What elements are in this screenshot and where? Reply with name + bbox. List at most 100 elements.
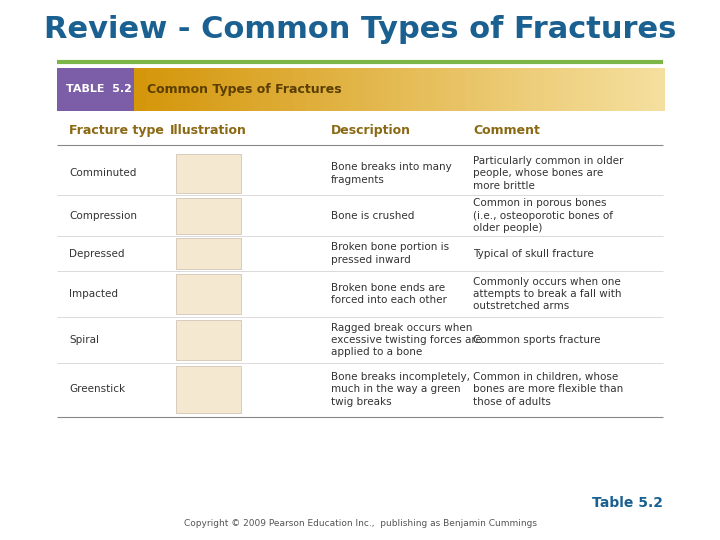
Text: Spiral: Spiral bbox=[69, 335, 99, 345]
Bar bbox=[405, 68, 413, 111]
Bar bbox=[426, 68, 433, 111]
Bar bbox=[287, 68, 294, 111]
Bar bbox=[557, 68, 565, 111]
Bar bbox=[564, 68, 572, 111]
Bar bbox=[176, 198, 240, 233]
Bar bbox=[544, 68, 552, 111]
Text: Bone breaks into many
fragments: Bone breaks into many fragments bbox=[331, 162, 451, 185]
Bar bbox=[57, 68, 134, 111]
Bar bbox=[346, 68, 354, 111]
Bar bbox=[524, 68, 532, 111]
Text: Comminuted: Comminuted bbox=[69, 168, 137, 178]
Bar bbox=[418, 68, 426, 111]
Bar bbox=[161, 68, 168, 111]
Bar bbox=[505, 68, 513, 111]
Bar bbox=[571, 68, 579, 111]
Bar bbox=[644, 68, 652, 111]
Text: Bone is crushed: Bone is crushed bbox=[331, 211, 414, 221]
Bar bbox=[187, 68, 195, 111]
Bar bbox=[498, 68, 506, 111]
Bar bbox=[176, 154, 240, 193]
Bar bbox=[459, 68, 467, 111]
Bar bbox=[478, 68, 486, 111]
Bar bbox=[372, 68, 380, 111]
Bar bbox=[392, 68, 400, 111]
Bar bbox=[485, 68, 492, 111]
Text: Common in porous bones
(i.e., osteoporotic bones of
older people): Common in porous bones (i.e., osteoporot… bbox=[473, 198, 613, 233]
Text: Copyright © 2009 Pearson Education Inc.,  publishing as Benjamin Cummings: Copyright © 2009 Pearson Education Inc.,… bbox=[184, 519, 536, 528]
Bar bbox=[233, 68, 241, 111]
Bar bbox=[279, 68, 287, 111]
Bar bbox=[438, 68, 446, 111]
Bar bbox=[531, 68, 539, 111]
Bar bbox=[240, 68, 248, 111]
Text: Common Types of Fractures: Common Types of Fractures bbox=[147, 83, 341, 96]
Bar bbox=[359, 68, 367, 111]
Bar bbox=[590, 68, 598, 111]
Text: Particularly common in older
people, whose bones are
more brittle: Particularly common in older people, who… bbox=[473, 156, 624, 191]
Text: Ragged break occurs when
excessive twisting forces are
applied to a bone: Ragged break occurs when excessive twist… bbox=[331, 322, 482, 357]
Bar bbox=[306, 68, 314, 111]
Text: Compression: Compression bbox=[69, 211, 138, 221]
Bar bbox=[213, 68, 221, 111]
Bar bbox=[326, 68, 334, 111]
Bar bbox=[300, 68, 307, 111]
Bar bbox=[604, 68, 612, 111]
Bar bbox=[491, 68, 499, 111]
Bar bbox=[227, 68, 235, 111]
Bar bbox=[366, 68, 374, 111]
Bar bbox=[465, 68, 473, 111]
Bar bbox=[538, 68, 546, 111]
Text: Impacted: Impacted bbox=[69, 289, 119, 299]
Text: Broken bone portion is
pressed inward: Broken bone portion is pressed inward bbox=[331, 242, 449, 265]
Text: Greenstick: Greenstick bbox=[69, 384, 125, 394]
Bar bbox=[167, 68, 175, 111]
Bar bbox=[220, 68, 228, 111]
Bar bbox=[432, 68, 440, 111]
Bar bbox=[399, 68, 407, 111]
Bar bbox=[339, 68, 347, 111]
Text: Commonly occurs when one
attempts to break a fall with
outstretched arms: Commonly occurs when one attempts to bre… bbox=[473, 276, 621, 312]
Bar bbox=[176, 366, 240, 413]
Text: TABLE  5.2: TABLE 5.2 bbox=[66, 84, 132, 94]
Bar bbox=[154, 68, 162, 111]
Text: Bone breaks incompletely,
much in the way a green
twig breaks: Bone breaks incompletely, much in the wa… bbox=[331, 372, 470, 407]
Bar bbox=[293, 68, 301, 111]
Text: Illustration: Illustration bbox=[169, 124, 246, 137]
Text: Table 5.2: Table 5.2 bbox=[593, 496, 663, 510]
Bar bbox=[657, 68, 665, 111]
Bar bbox=[273, 68, 281, 111]
Text: Broken bone ends are
forced into each other: Broken bone ends are forced into each ot… bbox=[331, 283, 447, 305]
Bar bbox=[511, 68, 519, 111]
Text: Common sports fracture: Common sports fracture bbox=[473, 335, 600, 345]
Bar bbox=[472, 68, 480, 111]
Text: Review - Common Types of Fractures: Review - Common Types of Fractures bbox=[44, 15, 676, 44]
Text: Fracture type: Fracture type bbox=[69, 124, 164, 137]
Bar bbox=[148, 68, 156, 111]
Bar bbox=[624, 68, 631, 111]
Bar bbox=[385, 68, 393, 111]
Bar bbox=[320, 68, 327, 111]
Bar bbox=[611, 68, 618, 111]
Bar bbox=[518, 68, 526, 111]
Text: Typical of skull fracture: Typical of skull fracture bbox=[473, 248, 594, 259]
Bar bbox=[200, 68, 208, 111]
Bar bbox=[180, 68, 188, 111]
Bar bbox=[379, 68, 387, 111]
Text: Description: Description bbox=[331, 124, 411, 137]
Bar bbox=[176, 274, 240, 314]
Bar bbox=[176, 238, 240, 269]
Bar bbox=[174, 68, 181, 111]
Bar bbox=[630, 68, 638, 111]
Bar bbox=[352, 68, 360, 111]
Bar bbox=[246, 68, 254, 111]
Bar bbox=[598, 68, 606, 111]
Bar bbox=[551, 68, 559, 111]
Text: Depressed: Depressed bbox=[69, 248, 125, 259]
Bar bbox=[207, 68, 215, 111]
Bar bbox=[577, 68, 585, 111]
Bar bbox=[445, 68, 453, 111]
Bar bbox=[584, 68, 592, 111]
Text: Comment: Comment bbox=[473, 124, 540, 137]
Bar bbox=[617, 68, 625, 111]
